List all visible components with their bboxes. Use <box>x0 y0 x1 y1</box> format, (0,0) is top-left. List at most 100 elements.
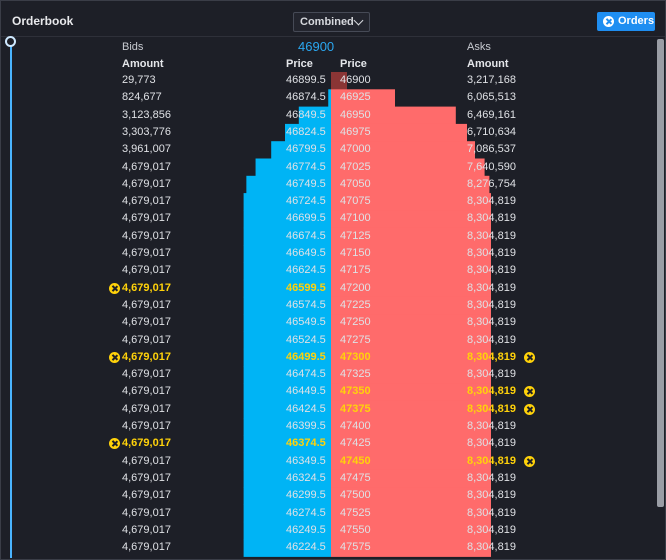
orderbook-row[interactable]: 824,677 46874.5 46925 6,065,513 <box>1 89 655 106</box>
bid-price: 46224.5 <box>286 541 326 554</box>
ask-amount: 8,304,819 <box>467 489 516 502</box>
bid-price: 46574.5 <box>286 298 326 311</box>
ask-amount: 8,304,819 <box>467 247 516 259</box>
bid-amount-header: Amount <box>122 58 164 70</box>
ask-price: 47225 <box>340 298 371 311</box>
orderbook-row[interactable]: 4,679,017 46499.5 47300 8,304,819 <box>1 349 655 366</box>
bid-price: 46274.5 <box>286 506 326 519</box>
ask-depth-bar <box>331 262 491 281</box>
ask-price: 47250 <box>340 316 371 329</box>
ask-price: 47525 <box>340 506 371 519</box>
cancel-order-icon[interactable] <box>524 403 535 415</box>
ask-amount: 8,304,819 <box>467 420 516 432</box>
bid-depth-bar <box>243 435 331 454</box>
orderbook-row[interactable]: 3,303,776 46824.5 46975 6,710,634 <box>1 124 655 141</box>
orderbook-row[interactable]: 4,679,017 46399.5 47400 8,304,819 <box>1 418 655 435</box>
bid-amount: 4,679,017 <box>122 333 171 346</box>
bid-price: 46324.5 <box>286 471 326 484</box>
orderbook-row[interactable]: 4,679,017 46374.5 47425 8,304,819 <box>1 435 655 452</box>
ask-depth-bar <box>331 210 491 229</box>
orderbook-row[interactable]: 29,773 46899.5 46900 3,217,168 <box>1 72 655 89</box>
depth-slider-track[interactable] <box>10 43 12 558</box>
ask-amount: 8,276,754 <box>467 177 516 190</box>
bid-price: 46699.5 <box>286 212 326 225</box>
cancel-order-icon[interactable] <box>109 438 120 450</box>
ask-price: 46975 <box>340 125 371 138</box>
bid-depth-bar <box>243 296 331 315</box>
orderbook-row[interactable]: 4,679,017 46324.5 47475 8,304,819 <box>1 470 655 487</box>
bid-price: 46249.5 <box>286 523 326 536</box>
bid-price: 46749.5 <box>286 177 326 190</box>
cancel-order-icon[interactable] <box>524 351 535 363</box>
ask-amount: 7,640,590 <box>467 160 516 173</box>
ask-depth-bar <box>331 331 491 350</box>
orderbook-row[interactable]: 4,679,017 46749.5 47050 8,276,754 <box>1 176 655 193</box>
bid-amount: 4,679,017 <box>122 471 171 484</box>
scrollbar-thumb[interactable] <box>657 39 664 507</box>
ask-price: 47400 <box>340 420 371 432</box>
ask-price: 47000 <box>340 143 371 156</box>
bid-depth-bar <box>255 158 331 177</box>
orderbook-row[interactable]: 3,123,856 46849.5 46950 6,469,161 <box>1 107 655 124</box>
ask-price: 47150 <box>340 247 371 259</box>
ask-price: 47350 <box>340 385 371 398</box>
orderbook-row[interactable]: 4,679,017 46624.5 47175 8,304,819 <box>1 262 655 279</box>
bid-price: 46724.5 <box>286 195 326 208</box>
orderbook-row[interactable]: 4,679,017 46449.5 47350 8,304,819 <box>1 383 655 400</box>
orderbook-row[interactable]: 4,679,017 46274.5 47525 8,304,819 <box>1 505 655 522</box>
ask-depth-bar <box>331 279 491 298</box>
bid-price-header: Price <box>286 58 313 70</box>
orderbook-row[interactable]: 4,679,017 46424.5 47375 8,304,819 <box>1 401 655 418</box>
ask-depth-bar <box>331 469 491 488</box>
bid-price: 46874.5 <box>286 91 326 104</box>
depth-chart <box>243 72 491 557</box>
bid-depth-bar <box>328 89 331 108</box>
orderbook-row[interactable]: 4,679,017 46674.5 47125 8,304,819 <box>1 228 655 245</box>
orderbook-row[interactable]: 4,679,017 46249.5 47550 8,304,819 <box>1 522 655 539</box>
orderbook-row[interactable]: 4,679,017 46774.5 47025 7,640,590 <box>1 159 655 176</box>
bid-price: 46474.5 <box>286 368 326 381</box>
ask-price: 47050 <box>340 177 371 190</box>
cancel-order-icon[interactable] <box>109 282 120 294</box>
ask-depth-bar <box>331 106 456 125</box>
ask-depth-bar <box>331 418 491 436</box>
ask-price: 47075 <box>340 195 371 208</box>
bid-price: 46849.5 <box>286 108 326 121</box>
orderbook-row[interactable]: 4,679,017 46524.5 47275 8,304,819 <box>1 332 655 349</box>
bid-depth-bar <box>298 106 331 125</box>
ask-amount: 8,304,819 <box>467 264 516 277</box>
ask-price: 47575 <box>340 541 371 554</box>
orderbook-row[interactable]: 4,679,017 46299.5 47500 8,304,819 <box>1 487 655 504</box>
bid-price: 46449.5 <box>286 385 326 398</box>
ask-price: 47175 <box>340 264 371 277</box>
orderbook-row[interactable]: 4,679,017 46649.5 47150 8,304,819 <box>1 245 655 262</box>
depth-slider-handle[interactable] <box>5 36 16 47</box>
orders-button[interactable]: Orders <box>597 12 655 31</box>
bid-price: 46374.5 <box>286 437 326 450</box>
cancel-order-icon[interactable] <box>109 351 120 363</box>
ask-price: 47450 <box>340 454 371 467</box>
view-mode-dropdown[interactable]: Combined <box>293 12 370 32</box>
cancel-order-icon[interactable] <box>524 386 535 398</box>
orderbook-row[interactable]: 4,679,017 46549.5 47250 8,304,819 <box>1 314 655 331</box>
orderbook-row[interactable]: 4,679,017 46724.5 47075 8,304,819 <box>1 193 655 210</box>
ask-depth-bar <box>331 296 491 315</box>
ask-depth-bar <box>331 175 490 194</box>
orderbook-row[interactable]: 3,961,007 46799.5 47000 7,086,537 <box>1 141 655 158</box>
view-mode-value: Combined <box>300 16 354 28</box>
ask-depth-bar <box>331 348 491 367</box>
panel-title: Orderbook <box>12 14 74 28</box>
orderbook-row[interactable]: 4,679,017 46599.5 47200 8,304,819 <box>1 280 655 297</box>
orderbook-row[interactable]: 4,679,017 46349.5 47450 8,304,819 <box>1 453 655 470</box>
ask-amount: 8,304,819 <box>467 281 516 294</box>
orderbook-row[interactable]: 4,679,017 46224.5 47575 8,304,819 <box>1 539 655 556</box>
bid-depth-bar <box>243 469 331 488</box>
bid-price: 46774.5 <box>286 160 326 173</box>
orderbook-row[interactable]: 4,679,017 46699.5 47100 8,304,819 <box>1 210 655 227</box>
orderbook-row[interactable]: 4,679,017 46574.5 47225 8,304,819 <box>1 297 655 314</box>
orderbook-row[interactable]: 4,679,017 46474.5 47325 8,304,819 <box>1 366 655 383</box>
bid-depth-bar <box>243 383 331 402</box>
cancel-order-icon[interactable] <box>524 455 535 467</box>
bid-depth-bar <box>243 521 331 540</box>
ask-amount: 8,304,819 <box>467 541 516 554</box>
